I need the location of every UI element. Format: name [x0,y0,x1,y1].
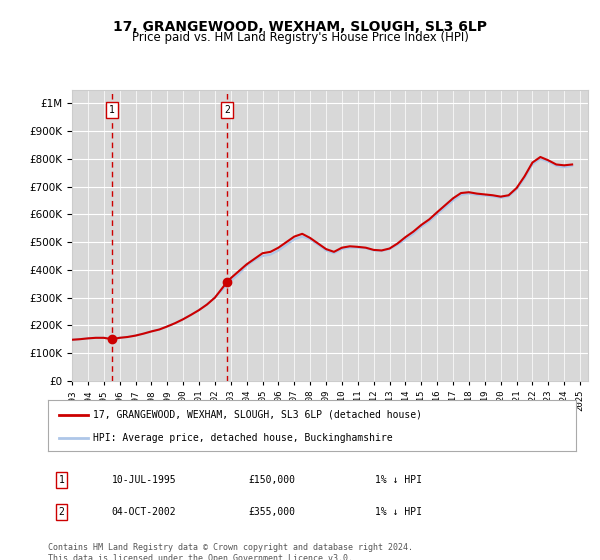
Text: 2: 2 [224,105,230,115]
Text: 10-JUL-1995: 10-JUL-1995 [112,474,176,484]
Text: 2: 2 [59,507,64,517]
Text: 1: 1 [109,105,115,115]
Text: £150,000: £150,000 [248,474,296,484]
Text: 04-OCT-2002: 04-OCT-2002 [112,507,176,517]
Text: 1% ↓ HPI: 1% ↓ HPI [376,507,422,517]
Text: Contains HM Land Registry data © Crown copyright and database right 2024.
This d: Contains HM Land Registry data © Crown c… [48,543,413,560]
Text: 17, GRANGEWOOD, WEXHAM, SLOUGH, SL3 6LP: 17, GRANGEWOOD, WEXHAM, SLOUGH, SL3 6LP [113,20,487,34]
Text: 1: 1 [59,474,64,484]
Text: 1% ↓ HPI: 1% ↓ HPI [376,474,422,484]
Text: £355,000: £355,000 [248,507,296,517]
Text: Price paid vs. HM Land Registry's House Price Index (HPI): Price paid vs. HM Land Registry's House … [131,31,469,44]
Text: 17, GRANGEWOOD, WEXHAM, SLOUGH, SL3 6LP (detached house): 17, GRANGEWOOD, WEXHAM, SLOUGH, SL3 6LP … [93,409,422,419]
Text: HPI: Average price, detached house, Buckinghamshire: HPI: Average price, detached house, Buck… [93,433,392,443]
